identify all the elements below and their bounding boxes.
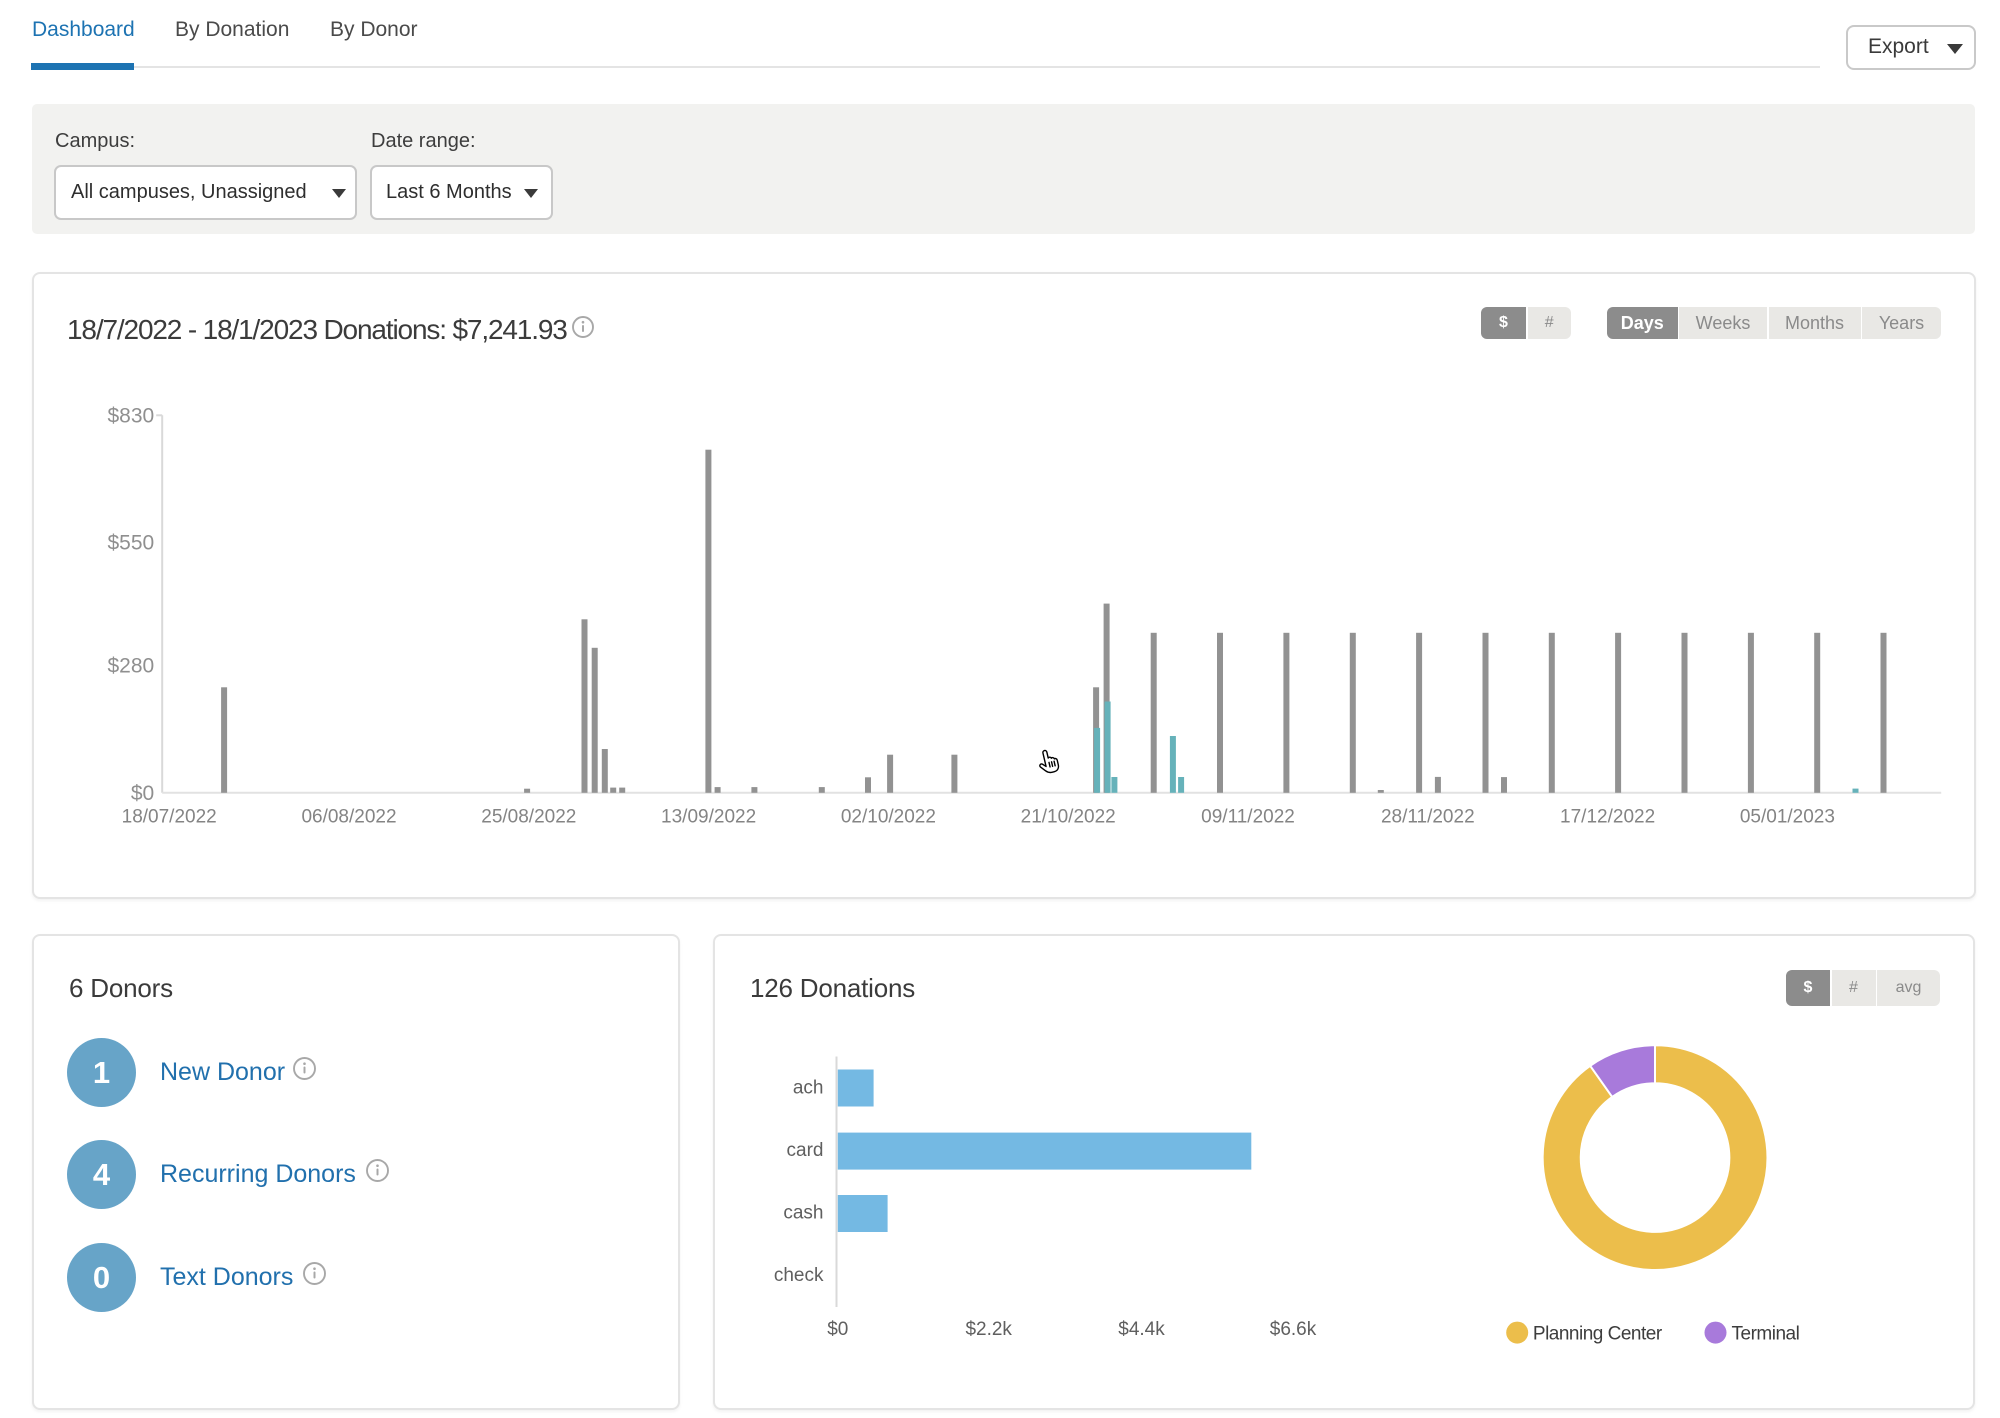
svg-text:28/11/2022: 28/11/2022 (1381, 806, 1475, 827)
svg-text:$550: $550 (107, 532, 154, 555)
svg-text:$0: $0 (827, 1319, 848, 1340)
svg-text:$0: $0 (131, 782, 154, 805)
svg-text:ach: ach (793, 1078, 824, 1099)
svg-text:05/01/2023: 05/01/2023 (1740, 806, 1835, 827)
svg-text:17/12/2022: 17/12/2022 (1560, 806, 1655, 827)
svg-text:$4.4k: $4.4k (1118, 1319, 1165, 1340)
svg-text:21/10/2022: 21/10/2022 (1021, 806, 1116, 827)
svg-text:$2.2k: $2.2k (965, 1319, 1012, 1340)
svg-text:06/08/2022: 06/08/2022 (301, 806, 396, 827)
svg-text:cash: cash (783, 1203, 823, 1224)
svg-text:card: card (787, 1140, 824, 1161)
svg-text:25/08/2022: 25/08/2022 (481, 806, 576, 827)
svg-text:$280: $280 (107, 655, 154, 678)
svg-text:$830: $830 (107, 404, 154, 427)
svg-text:$6.6k: $6.6k (1270, 1319, 1317, 1340)
svg-text:Terminal: Terminal (1732, 1323, 1800, 1344)
svg-text:check: check (774, 1265, 824, 1286)
svg-text:02/10/2022: 02/10/2022 (841, 806, 936, 827)
svg-text:Planning Center: Planning Center (1533, 1323, 1663, 1344)
svg-text:18/07/2022: 18/07/2022 (122, 806, 217, 827)
svg-text:13/09/2022: 13/09/2022 (661, 806, 756, 827)
svg-text:09/11/2022: 09/11/2022 (1201, 806, 1295, 827)
